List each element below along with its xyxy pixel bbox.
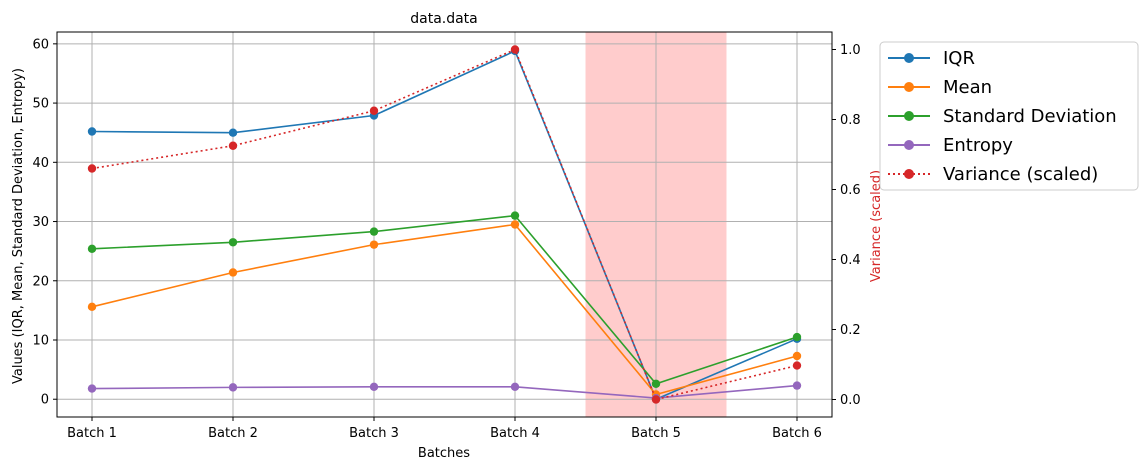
y2-tick-label: 0.6 <box>840 183 861 198</box>
series-line-standard-deviation <box>91 214 798 385</box>
legend-marker <box>904 140 914 150</box>
x-axis-label: Batches <box>418 446 470 461</box>
data-point-mean <box>369 240 379 249</box>
data-point-variance-scaled <box>228 141 238 150</box>
y2-axis-label: Variance (scaled) <box>869 170 884 282</box>
data-point-standard-deviation <box>228 238 238 247</box>
y-tick-label: 40 <box>32 156 49 171</box>
y-axis-label: Values (IQR, Mean, Standard Deviation, E… <box>11 68 26 384</box>
legend-label: Standard Deviation <box>943 106 1117 127</box>
x-tick-label: Batch 3 <box>349 426 399 441</box>
data-point-entropy <box>228 383 238 392</box>
plot-frame <box>56 31 833 418</box>
y2-tick-label: 0.2 <box>840 323 861 338</box>
series-line-entropy <box>91 384 798 399</box>
data-point-variance-scaled <box>792 361 802 370</box>
data-point-standard-deviation <box>87 244 97 253</box>
legend-box <box>879 41 1139 191</box>
data-point-mean <box>510 220 520 229</box>
data-point-entropy <box>792 381 802 390</box>
series-line-iqr <box>91 50 798 401</box>
data-point-variance-scaled <box>510 45 520 54</box>
data-point-mean <box>87 302 97 312</box>
data-point-mean <box>792 351 802 361</box>
data-point-iqr <box>87 127 97 136</box>
x-tick-label: Batch 6 <box>772 426 822 441</box>
data-point-mean <box>228 268 238 277</box>
data-point-entropy <box>510 382 520 391</box>
legend-label: Mean <box>943 77 992 98</box>
axis-layer: Batch 1 Batch 2 Batch 3 Batch 4 Batch 5 Batch… <box>32 37 860 441</box>
data-point-variance-scaled <box>369 106 379 115</box>
legend: IQR Mean Standard Deviation Entropy Variance… <box>879 41 1139 191</box>
legend-marker <box>904 53 914 63</box>
legend-marker <box>904 169 914 179</box>
legend-label: Variance (scaled) <box>943 164 1098 185</box>
data-point-standard-deviation <box>792 332 802 342</box>
legend-label: IQR <box>943 48 975 69</box>
series-layer <box>87 45 802 404</box>
data-point-iqr <box>228 128 238 137</box>
legend-label: Entropy <box>943 135 1013 156</box>
data-point-standard-deviation <box>651 379 661 389</box>
y-tick-label: 10 <box>32 334 49 349</box>
data-point-standard-deviation <box>369 227 379 236</box>
x-tick-label: Batch 4 <box>490 426 540 441</box>
y-tick-label: 60 <box>32 37 49 52</box>
data-point-entropy <box>369 382 379 391</box>
y2-tick-label: 0.0 <box>840 393 861 408</box>
x-tick-label: Batch 5 <box>631 426 681 441</box>
chart-title: data.data <box>410 11 478 27</box>
y2-tick-label: 0.4 <box>840 253 861 268</box>
x-tick-label: Batch 1 <box>67 426 117 441</box>
y-tick-label: 30 <box>32 215 49 230</box>
y2-tick-label: 1.0 <box>840 43 861 58</box>
x-tick-label: Batch 2 <box>208 426 258 441</box>
y-tick-label: 50 <box>32 97 49 112</box>
data-point-entropy <box>87 384 97 393</box>
data-point-variance-scaled <box>651 395 661 404</box>
legend-marker <box>904 82 914 92</box>
grid-layer <box>57 32 832 417</box>
legend-marker <box>904 111 914 121</box>
y-tick-label: 0 <box>41 393 49 408</box>
y-tick-label: 20 <box>32 274 49 289</box>
y2-tick-label: 0.8 <box>840 113 861 128</box>
data-point-variance-scaled <box>87 164 97 173</box>
series-line-mean <box>91 223 798 396</box>
data-point-standard-deviation <box>510 211 520 220</box>
